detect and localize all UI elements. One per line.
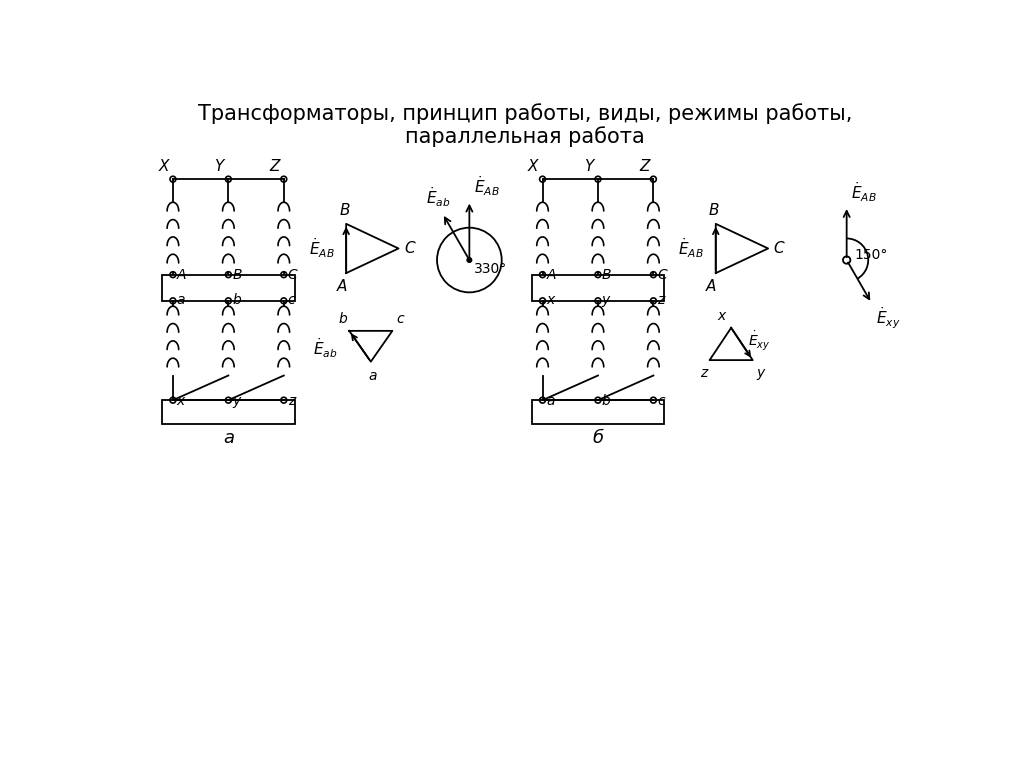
Bar bbox=[162, 400, 295, 424]
Text: Трансформаторы, принцип работы, виды, режимы работы,: Трансформаторы, принцип работы, виды, ре… bbox=[198, 104, 852, 124]
Text: c: c bbox=[657, 394, 665, 408]
Text: Z: Z bbox=[269, 159, 280, 174]
Text: Y: Y bbox=[214, 159, 224, 174]
Text: c: c bbox=[396, 313, 403, 326]
Text: C: C bbox=[288, 269, 297, 283]
Text: Z: Z bbox=[639, 159, 649, 174]
Text: $\dot{E}_{ab}$: $\dot{E}_{ab}$ bbox=[426, 185, 451, 209]
Text: б: б bbox=[593, 429, 603, 447]
Text: y: y bbox=[602, 293, 610, 307]
Bar bbox=[162, 275, 295, 301]
Text: z: z bbox=[657, 293, 665, 307]
Text: $\dot{E}_{AB}$: $\dot{E}_{AB}$ bbox=[679, 237, 705, 260]
Text: Y: Y bbox=[584, 159, 593, 174]
Text: $\dot{E}_{xy}$: $\dot{E}_{xy}$ bbox=[877, 306, 901, 331]
Text: x: x bbox=[177, 394, 185, 408]
Text: a: a bbox=[368, 369, 377, 383]
Text: $\dot{E}_{AB}$: $\dot{E}_{AB}$ bbox=[309, 237, 335, 260]
Text: C: C bbox=[773, 241, 784, 256]
Text: z: z bbox=[699, 366, 707, 380]
Text: z: z bbox=[288, 394, 295, 408]
Text: 330°: 330° bbox=[474, 262, 507, 276]
Text: b: b bbox=[602, 394, 610, 408]
Text: а: а bbox=[223, 429, 233, 447]
Text: A: A bbox=[547, 269, 556, 283]
Text: A: A bbox=[706, 280, 717, 294]
Text: x: x bbox=[547, 293, 555, 307]
Text: y: y bbox=[757, 366, 765, 380]
Text: $\dot{E}_{AB}$: $\dot{E}_{AB}$ bbox=[474, 175, 500, 198]
Text: b: b bbox=[232, 293, 241, 307]
Bar bbox=[531, 275, 665, 301]
Text: y: y bbox=[232, 394, 241, 408]
Circle shape bbox=[467, 258, 472, 263]
Text: X: X bbox=[528, 159, 539, 174]
Text: c: c bbox=[288, 293, 295, 307]
Text: X: X bbox=[159, 159, 169, 174]
Text: 150°: 150° bbox=[854, 248, 888, 263]
Text: $\dot{E}_{ab}$: $\dot{E}_{ab}$ bbox=[313, 336, 338, 359]
Bar bbox=[531, 400, 665, 424]
Text: A: A bbox=[177, 269, 186, 283]
Text: $\dot{E}_{xy}$: $\dot{E}_{xy}$ bbox=[749, 329, 771, 353]
Text: C: C bbox=[657, 269, 667, 283]
Text: x: x bbox=[718, 310, 726, 323]
Text: B: B bbox=[709, 203, 720, 217]
Text: a: a bbox=[177, 293, 185, 307]
Text: параллельная работа: параллельная работа bbox=[404, 127, 645, 147]
Text: B: B bbox=[232, 269, 242, 283]
Text: a: a bbox=[547, 394, 555, 408]
Text: A: A bbox=[336, 280, 347, 294]
Text: B: B bbox=[602, 269, 611, 283]
Text: C: C bbox=[403, 241, 415, 256]
Text: b: b bbox=[339, 313, 347, 326]
Text: $\dot{E}_{AB}$: $\dot{E}_{AB}$ bbox=[851, 180, 877, 204]
Text: B: B bbox=[339, 203, 350, 217]
